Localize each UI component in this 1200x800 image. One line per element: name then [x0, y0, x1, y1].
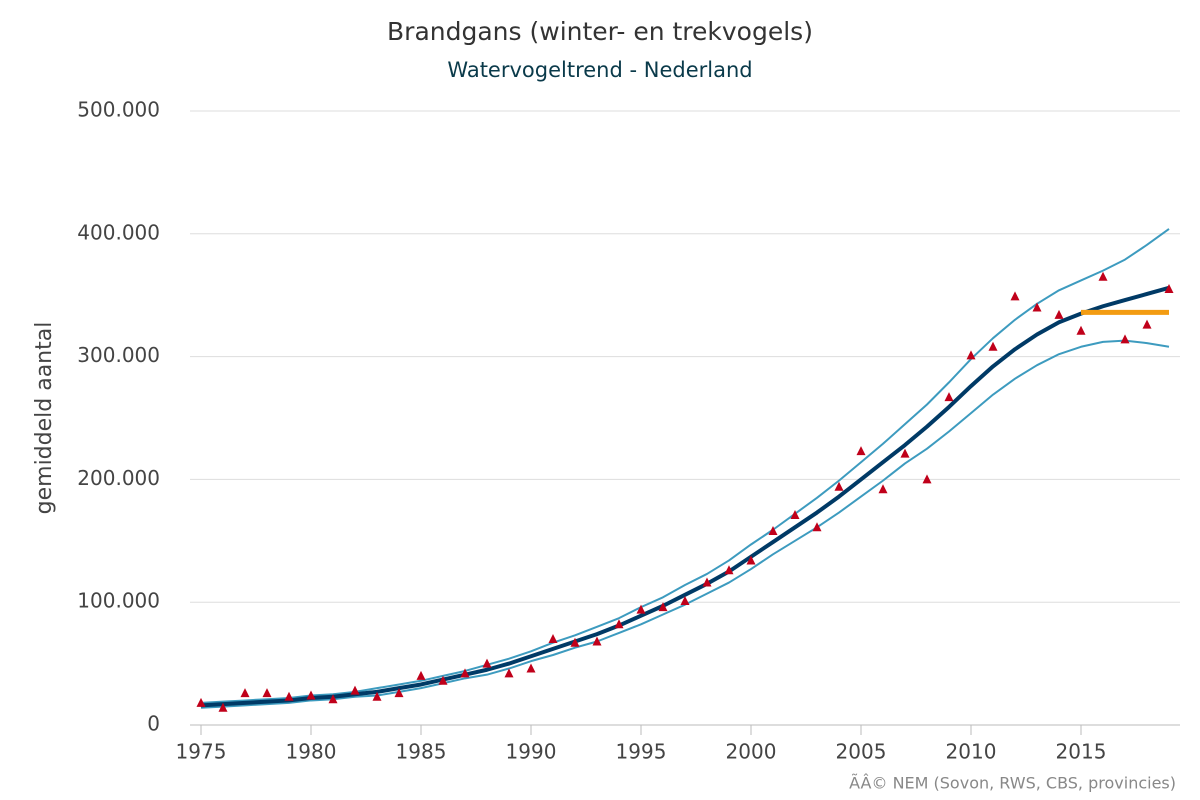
observation-marker	[416, 670, 426, 680]
observation-marker	[1010, 291, 1020, 301]
observation-marker	[1164, 284, 1174, 294]
observation-marker	[812, 522, 822, 532]
observation-marker	[922, 474, 932, 484]
x-tick-label: 2015	[1056, 740, 1107, 764]
observation-marker	[240, 688, 250, 698]
observation-marker	[1076, 325, 1086, 335]
observation-marker	[746, 555, 756, 565]
observation-marker	[702, 577, 712, 587]
observation-marker	[1054, 309, 1064, 319]
x-tick-label: 1980	[286, 740, 337, 764]
observation-marker	[878, 484, 888, 494]
observation-marker	[328, 694, 338, 704]
observation-marker	[1032, 302, 1042, 312]
observation-marker	[856, 446, 866, 456]
y-tick-label: 500.000	[77, 98, 160, 122]
x-tick-label: 1995	[616, 740, 667, 764]
observation-marker	[724, 565, 734, 575]
observation-marker	[262, 688, 272, 698]
observation-marker	[460, 668, 470, 678]
observation-marker	[834, 481, 844, 491]
x-tick-label: 1985	[396, 740, 447, 764]
observation-marker	[570, 637, 580, 647]
observation-marker	[394, 688, 404, 698]
y-tick-label: 100.000	[77, 589, 160, 613]
observation-marker	[548, 634, 558, 644]
x-tick-label: 1975	[176, 740, 227, 764]
x-tick-label: 2005	[836, 740, 887, 764]
observation-marker	[1120, 334, 1130, 344]
observation-marker	[636, 604, 646, 614]
observation-marker	[482, 658, 492, 668]
observation-marker	[372, 691, 382, 701]
y-tick-label: 200.000	[77, 466, 160, 490]
observation-marker	[900, 448, 910, 458]
x-tick-label: 2010	[946, 740, 997, 764]
y-tick-label: 0	[147, 712, 160, 736]
observation-marker	[306, 690, 316, 700]
series-line	[200, 339, 1170, 709]
y-axis-label: gemiddeld aantal	[32, 322, 57, 515]
observation-marker	[768, 525, 778, 535]
observation-marker	[504, 668, 514, 678]
credit: ÃÂ© NEM (Sovon, RWS, CBS, provincies)	[849, 774, 1176, 793]
observation-marker	[680, 595, 690, 605]
observation-marker	[614, 619, 624, 629]
series-line	[200, 285, 1170, 708]
x-tick-label: 2000	[726, 740, 777, 764]
x-tick-label: 1990	[506, 740, 557, 764]
observation-marker	[526, 663, 536, 673]
observation-marker	[1098, 271, 1108, 281]
observation-marker	[218, 702, 228, 712]
observation-marker	[284, 691, 294, 701]
observation-marker	[790, 510, 800, 520]
observation-marker	[592, 636, 602, 646]
y-tick-label: 300.000	[77, 343, 160, 367]
observation-marker	[350, 685, 360, 695]
observation-marker	[988, 341, 998, 351]
observation-marker	[196, 697, 206, 707]
observation-marker	[966, 350, 976, 360]
chart-title: Brandgans (winter- en trekvogels)	[387, 17, 813, 46]
observation-marker	[658, 602, 668, 612]
series-line	[200, 228, 1170, 704]
observation-marker	[944, 392, 954, 402]
observation-marker	[1142, 319, 1152, 329]
y-tick-label: 400.000	[77, 220, 160, 244]
chart-subtitle: Watervogeltrend - Nederland	[447, 58, 752, 82]
observation-marker	[438, 675, 448, 685]
